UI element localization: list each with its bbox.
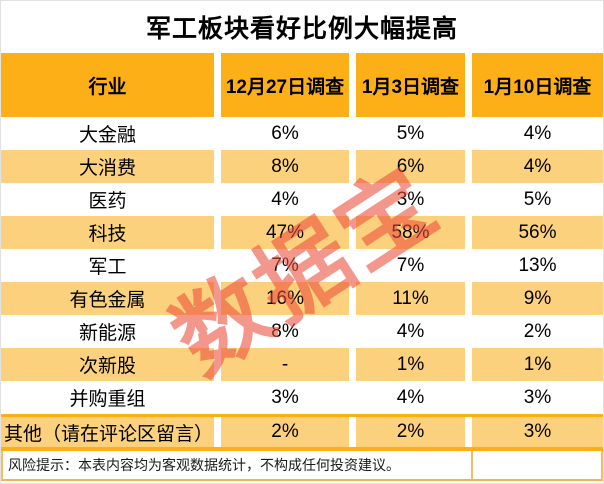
value-cell: 16% (214, 282, 349, 315)
value-cell: 58% (349, 216, 465, 249)
table-body: 大金融 6% 5% 4% 大消费 8% 6% 4% 医药 4% 3% 5% 科技 47% 58% 56% 军工 7… (1, 117, 603, 451)
value-cell: 6% (349, 150, 465, 183)
value-cell: 56% (465, 216, 603, 249)
value-cell: 7% (349, 249, 465, 282)
value-cell: 4% (465, 150, 603, 183)
table-row: 有色金属 16% 11% 9% (1, 282, 603, 315)
footer-row: 风险提示：本表内容均为客观数据统计，不构成任何投资建议。 (1, 451, 603, 481)
value-cell: 9% (465, 282, 603, 315)
value-cell: 5% (465, 183, 603, 216)
industry-label: 新能源 (1, 315, 214, 348)
table-row: 新能源 8% 4% 2% (1, 315, 603, 348)
value-cell: 8% (214, 150, 349, 183)
industry-label: 大消费 (1, 150, 214, 183)
column-header-survey-jan10: 1月10日调查 (465, 53, 603, 117)
column-header-survey-dec27: 12月27日调查 (214, 53, 349, 117)
value-cell: 1% (349, 348, 465, 381)
value-cell: 2% (349, 417, 465, 447)
value-cell: 3% (465, 417, 603, 447)
industry-label: 有色金属 (1, 282, 214, 315)
value-cell: 4% (214, 183, 349, 216)
value-cell: 1% (465, 348, 603, 381)
table-row: 军工 7% 7% 13% (1, 249, 603, 282)
risk-disclaimer: 风险提示：本表内容均为客观数据统计，不构成任何投资建议。 (8, 457, 400, 473)
page-title: 军工板块看好比例大幅提高 (145, 15, 458, 43)
industry-label: 并购重组 (1, 381, 214, 414)
footer-empty-cell (471, 451, 601, 479)
industry-label: 大金融 (1, 117, 214, 150)
table-header-row: 行业 12月27日调查 1月3日调查 1月10日调查 (1, 53, 603, 117)
industry-label: 医药 (1, 183, 214, 216)
industry-label: 其他（请在评论区留言） (1, 417, 214, 447)
value-cell: 13% (465, 249, 603, 282)
value-cell: 3% (349, 183, 465, 216)
industry-label: 科技 (1, 216, 214, 249)
column-header-survey-jan3: 1月3日调查 (349, 53, 465, 117)
table-row: 并购重组 3% 4% 3% (1, 381, 603, 414)
value-cell: 3% (465, 381, 603, 414)
value-cell: 2% (465, 315, 603, 348)
value-cell: 7% (214, 249, 349, 282)
table-row: 科技 47% 58% 56% (1, 216, 603, 249)
value-cell: 3% (214, 381, 349, 414)
value-cell: 47% (214, 216, 349, 249)
value-cell: 4% (349, 315, 465, 348)
value-cell: - (214, 348, 349, 381)
industry-label: 军工 (1, 249, 214, 282)
value-cell: 6% (214, 117, 349, 150)
title-bar: 军工板块看好比例大幅提高 (1, 1, 603, 53)
value-cell: 11% (349, 282, 465, 315)
industry-label: 次新股 (1, 348, 214, 381)
value-cell: 8% (214, 315, 349, 348)
column-header-industry: 行业 (1, 53, 214, 117)
value-cell: 4% (349, 381, 465, 414)
table-row: 其他（请在评论区留言） 2% 2% 3% (1, 414, 603, 451)
table-row: 次新股 -1% 1% (1, 348, 603, 381)
value-cell: 4% (465, 117, 603, 150)
table-row: 大消费 8% 6% 4% (1, 150, 603, 183)
table-row: 医药 4% 3% 5% (1, 183, 603, 216)
value-cell: 5% (349, 117, 465, 150)
table-row: 大金融 6% 5% 4% (1, 117, 603, 150)
value-cell: 2% (214, 417, 349, 447)
